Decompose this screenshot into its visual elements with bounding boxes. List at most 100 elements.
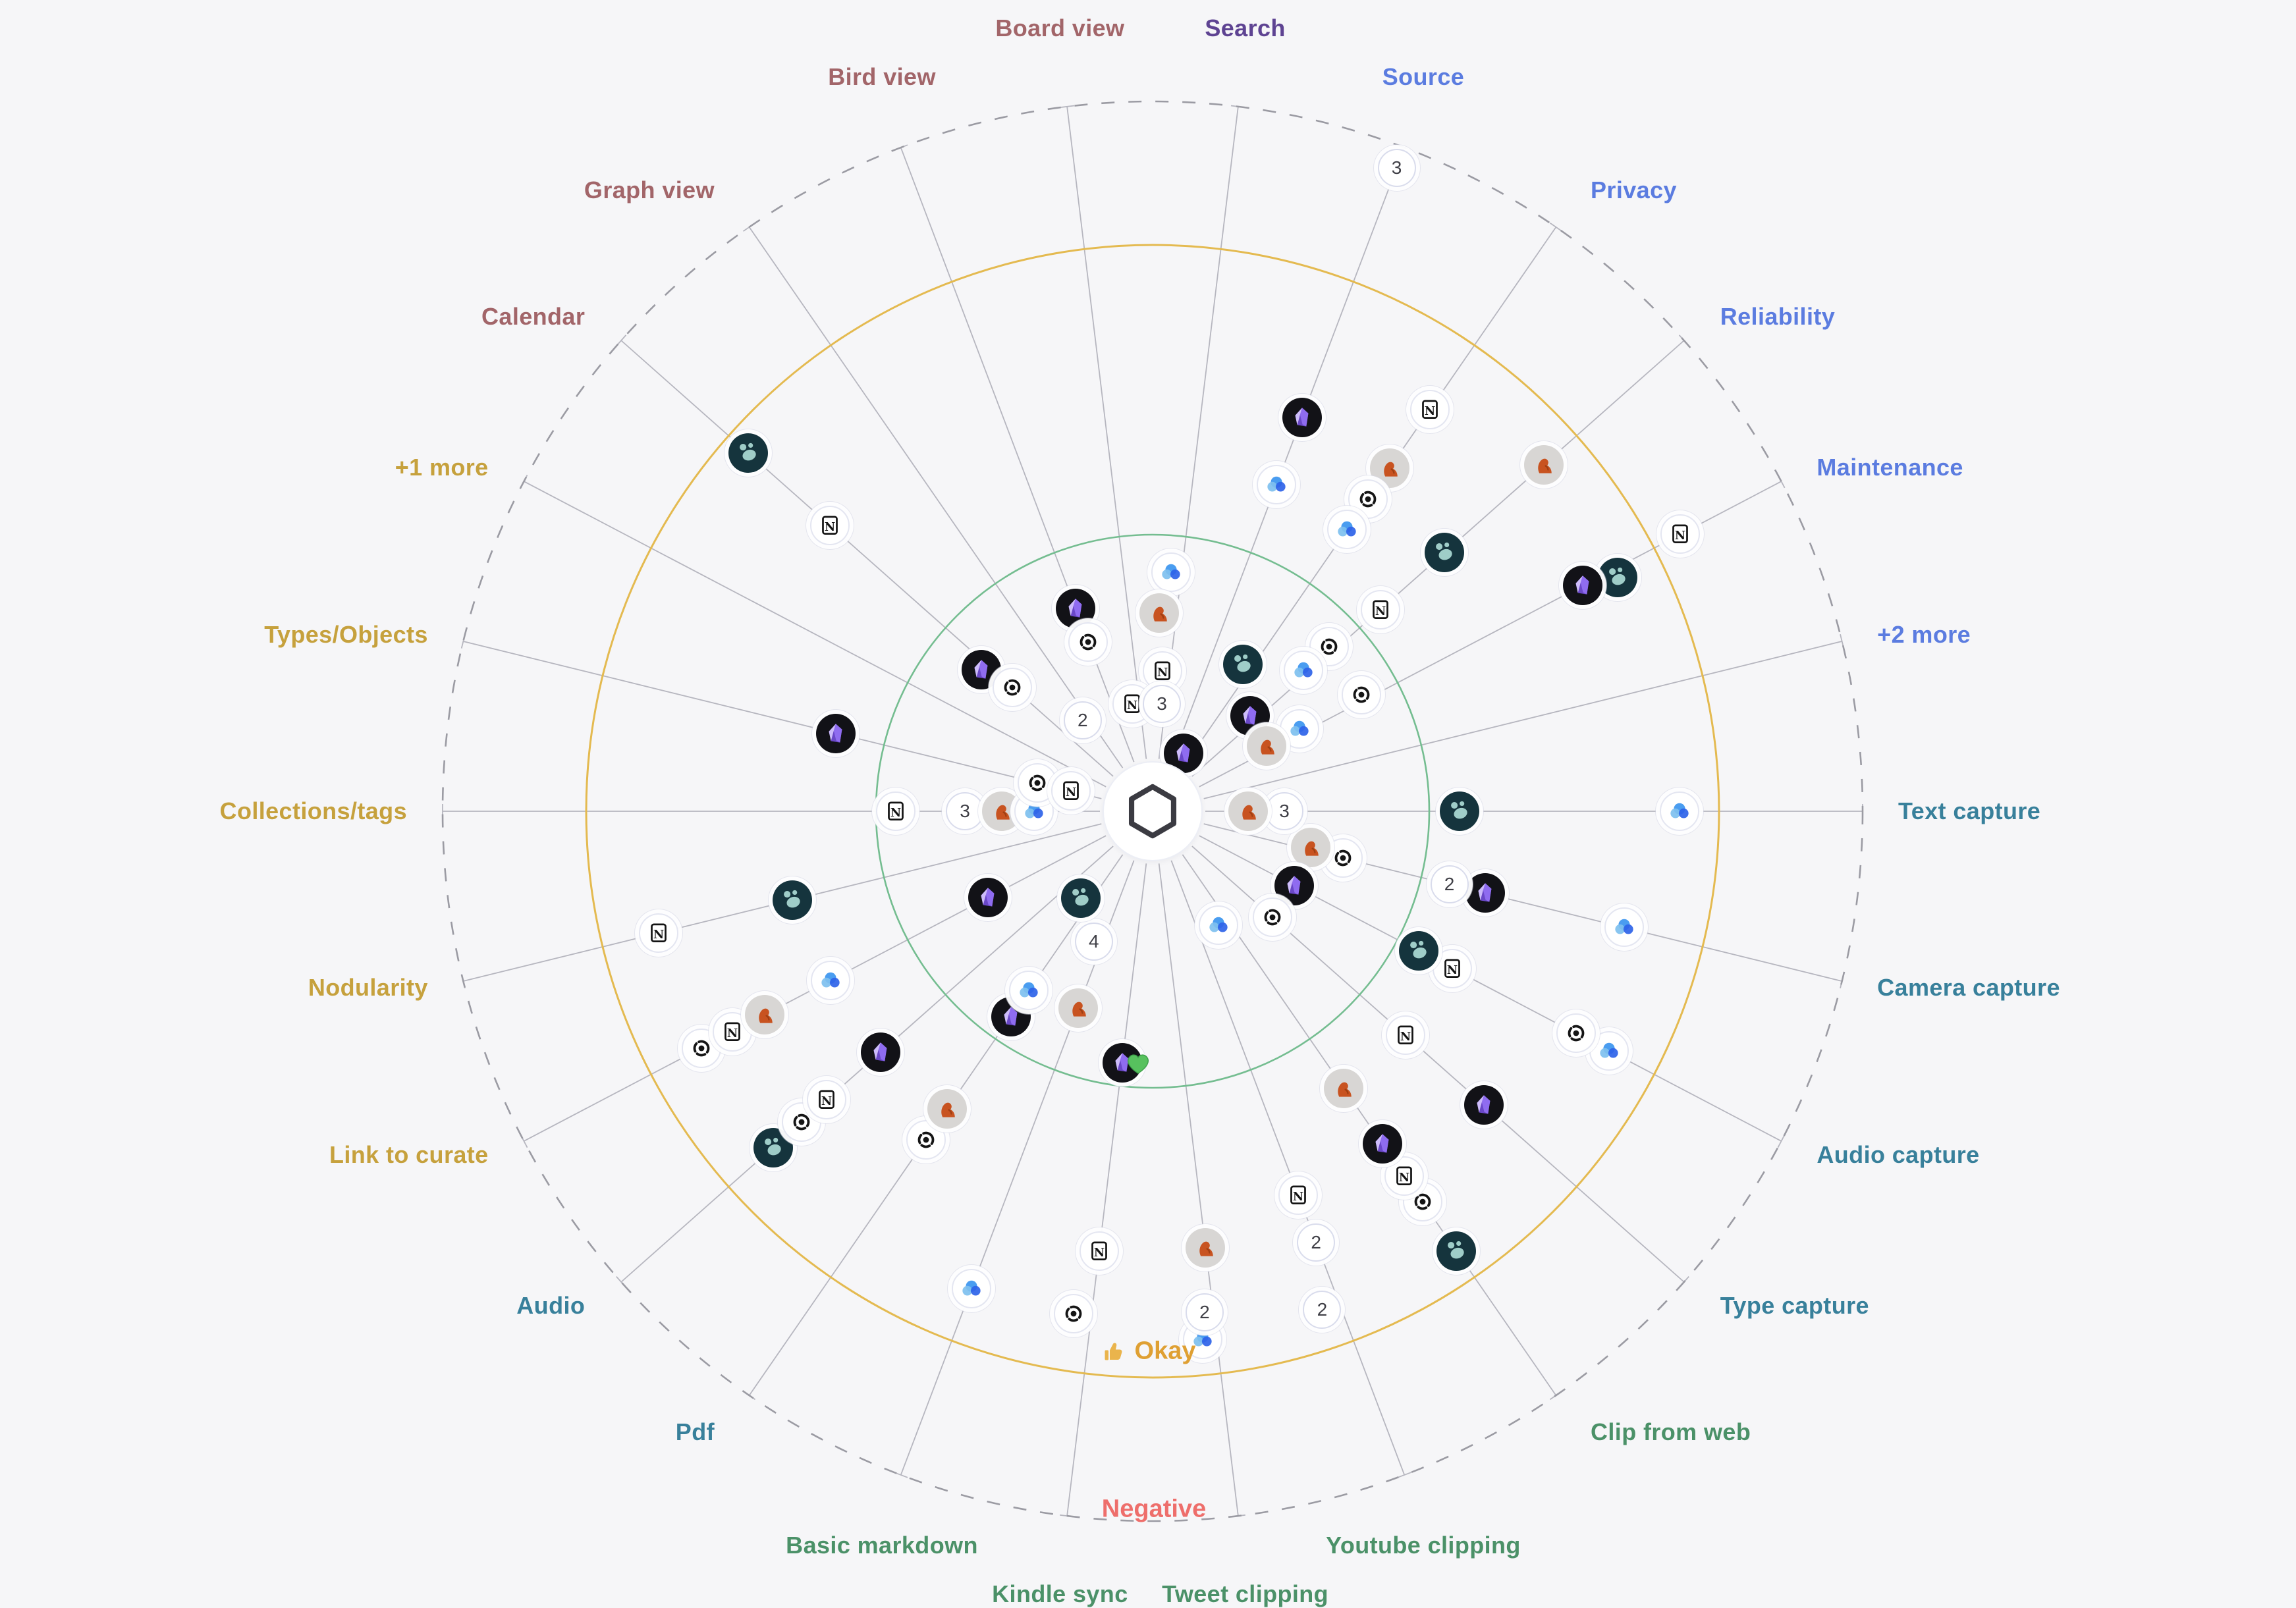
orange-mascot-icon[interactable]: [745, 995, 785, 1035]
notion-icon[interactable]: N: [1660, 514, 1701, 554]
spoke-label-board-view: Board view: [995, 14, 1125, 41]
cluster-count-badge[interactable]: 2: [1185, 1293, 1224, 1331]
blue-cloud-icon[interactable]: [811, 960, 851, 1000]
spoke-line-clip-from-web: [1182, 854, 1557, 1396]
spoke-tick-youtube-clipping: [1397, 1472, 1411, 1478]
ring-dot-icon[interactable]: [1556, 1013, 1596, 1054]
blue-cloud-icon[interactable]: [1008, 971, 1049, 1011]
notion-icon[interactable]: N: [1079, 1231, 1119, 1272]
notion-icon[interactable]: N: [876, 791, 916, 831]
teal-paw-icon[interactable]: [728, 433, 769, 473]
blue-cloud-icon[interactable]: [952, 1268, 992, 1308]
spoke-label-tweet-clipping: Tweet clipping: [1162, 1580, 1329, 1608]
svg-text:N: N: [653, 928, 664, 942]
blue-cloud-icon[interactable]: [1660, 791, 1699, 831]
cluster-count-badge[interactable]: 2: [1430, 865, 1469, 904]
notion-icon[interactable]: N: [1385, 1015, 1425, 1056]
svg-text:N: N: [1675, 529, 1685, 543]
spoke-label-source: Source: [1382, 63, 1465, 91]
blue-cloud-icon[interactable]: [1151, 552, 1191, 593]
blue-cloud-icon[interactable]: [1283, 651, 1323, 691]
obsidian-gem-icon[interactable]: [1465, 873, 1505, 913]
cluster-count-badge[interactable]: 2: [1063, 701, 1102, 740]
notion-icon[interactable]: N: [1278, 1175, 1319, 1216]
blue-cloud-icon[interactable]: [1604, 907, 1644, 948]
ring-dot-icon[interactable]: [1054, 1293, 1094, 1333]
teal-paw-icon[interactable]: [1223, 644, 1263, 684]
spoke-label-calendar: Calendar: [481, 302, 586, 330]
blue-cloud-icon[interactable]: [1256, 465, 1296, 505]
cluster-count-value: 3: [960, 801, 970, 821]
orange-mascot-icon[interactable]: [1228, 791, 1268, 831]
notion-icon[interactable]: N: [807, 1080, 847, 1120]
obsidian-gem-icon[interactable]: [860, 1032, 900, 1073]
cluster-count-value: 3: [1279, 801, 1290, 821]
svg-text:N: N: [890, 806, 901, 820]
ring-dot-icon[interactable]: [681, 1028, 721, 1068]
cluster-count-badge[interactable]: 3: [946, 792, 984, 830]
teal-paw-icon[interactable]: [773, 880, 813, 920]
ring-dot-icon[interactable]: [1252, 898, 1292, 938]
obsidian-gem-icon[interactable]: [1282, 397, 1322, 437]
teal-paw-icon[interactable]: [1597, 558, 1637, 598]
notion-icon[interactable]: N: [809, 505, 850, 545]
spoke-line-1-more: [524, 481, 1107, 788]
blue-cloud-icon[interactable]: [1589, 1031, 1629, 1071]
teal-paw-icon[interactable]: [1060, 878, 1101, 918]
svg-text:N: N: [726, 1027, 737, 1040]
blue-cloud-icon[interactable]: [1327, 510, 1367, 550]
notion-icon[interactable]: N: [639, 913, 679, 953]
orange-mascot-icon[interactable]: [1324, 1068, 1364, 1108]
obsidian-gem-icon[interactable]: [1563, 566, 1603, 606]
notion-icon[interactable]: N: [1051, 771, 1091, 811]
obsidian-gem-icon[interactable]: [968, 878, 1008, 918]
cluster-count-badge[interactable]: 4: [1074, 922, 1113, 961]
teal-paw-icon[interactable]: [1436, 1231, 1477, 1272]
svg-text:N: N: [821, 1094, 832, 1108]
obsidian-gem-icon[interactable]: [1362, 1124, 1402, 1164]
obsidian-gem-icon[interactable]: [816, 713, 856, 753]
cluster-count-badge[interactable]: 3: [1265, 792, 1303, 830]
center-node[interactable]: [1104, 763, 1201, 860]
ring-dot-icon[interactable]: [1309, 626, 1350, 666]
obsidian-gem-icon[interactable]: [1056, 589, 1096, 629]
orange-mascot-icon[interactable]: [1246, 726, 1286, 766]
cluster-count-badge[interactable]: 2: [1303, 1291, 1342, 1329]
obsidian-gem-icon[interactable]: [1163, 733, 1203, 773]
ring-dot-icon[interactable]: [1341, 674, 1381, 714]
spoke-line-youtube-clipping: [1170, 860, 1406, 1476]
spoke-line-types-objects: [463, 641, 1102, 799]
ring-dot-icon[interactable]: [993, 667, 1033, 707]
orange-mascot-icon[interactable]: [1290, 827, 1330, 867]
notion-icon[interactable]: N: [1360, 589, 1400, 630]
notion-icon[interactable]: N: [1384, 1156, 1425, 1196]
cluster-count-badge[interactable]: 2: [1297, 1223, 1336, 1262]
orange-mascot-icon[interactable]: [1186, 1228, 1226, 1268]
svg-text:N: N: [1400, 1030, 1411, 1044]
cluster-count-badge[interactable]: 3: [1143, 684, 1182, 723]
teal-paw-icon[interactable]: [1425, 533, 1465, 573]
orange-mascot-icon[interactable]: [1139, 593, 1180, 633]
orange-mascot-icon[interactable]: [1523, 445, 1564, 485]
blue-cloud-icon[interactable]: [1280, 709, 1320, 749]
blue-cloud-icon[interactable]: [1199, 905, 1239, 945]
orange-mascot-icon[interactable]: [927, 1088, 968, 1129]
spoke-line-kindle-sync: [1066, 863, 1147, 1516]
cluster-count-badge[interactable]: 3: [1377, 148, 1416, 187]
thumbs-up-icon: [1102, 1338, 1128, 1364]
teal-paw-icon[interactable]: [1440, 791, 1479, 831]
ring-dot-icon[interactable]: [1018, 763, 1058, 803]
obsidian-gem-icon[interactable]: [1274, 865, 1315, 905]
obsidian-gem-icon[interactable]: [1463, 1085, 1504, 1125]
ring-label-positive: [1123, 1048, 1153, 1078]
cluster-count-value: 2: [1199, 1301, 1210, 1322]
teal-paw-icon[interactable]: [1398, 930, 1438, 971]
orange-mascot-icon[interactable]: [1058, 988, 1098, 1029]
spoke-label-kindle-sync: Kindle sync: [992, 1580, 1128, 1608]
notion-icon[interactable]: N: [1433, 948, 1473, 988]
notion-icon[interactable]: N: [1409, 390, 1450, 430]
cluster-count-value: 3: [1157, 693, 1167, 714]
ring-dot-icon[interactable]: [1068, 622, 1108, 662]
cluster-count-value: 4: [1089, 930, 1099, 951]
